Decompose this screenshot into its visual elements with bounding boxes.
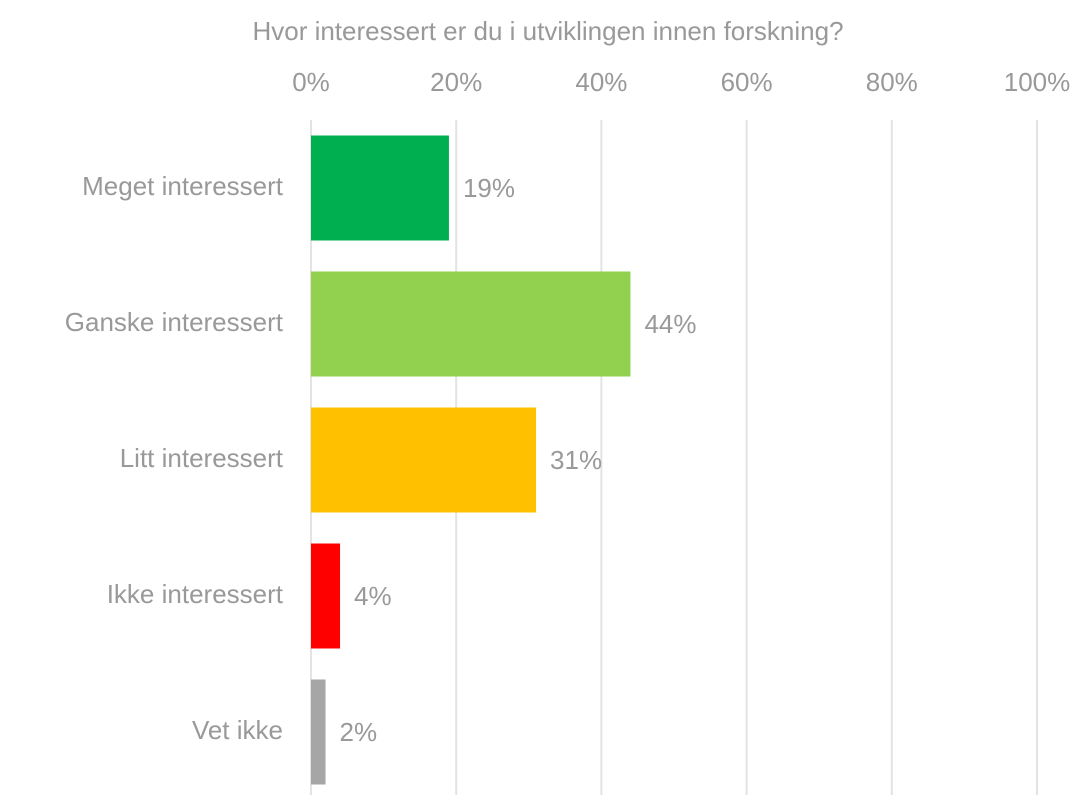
data-label: 19%	[463, 173, 515, 203]
y-tick-label: Ikke interessert	[107, 579, 284, 609]
bar	[311, 271, 631, 377]
x-tick-label: 40%	[575, 67, 627, 97]
data-label: 4%	[354, 581, 392, 611]
y-tick-label: Vet ikke	[192, 715, 283, 745]
y-tick-label: Litt interessert	[120, 443, 284, 473]
x-tick-label: 20%	[430, 67, 482, 97]
x-tick-label: 0%	[292, 67, 330, 97]
y-tick-label: Meget interessert	[82, 171, 284, 201]
x-tick-label: 100%	[1004, 67, 1071, 97]
x-tick-label: 60%	[721, 67, 773, 97]
y-tick-label: Ganske interessert	[65, 307, 284, 337]
data-label: 31%	[550, 445, 602, 475]
x-tick-label: 80%	[866, 67, 918, 97]
bar	[311, 679, 326, 785]
chart-title: Hvor interessert er du i utviklingen inn…	[252, 16, 843, 46]
bar	[311, 135, 449, 241]
data-label: 2%	[340, 717, 378, 747]
bar	[311, 543, 341, 649]
data-label: 44%	[644, 309, 696, 339]
bar	[311, 407, 537, 513]
